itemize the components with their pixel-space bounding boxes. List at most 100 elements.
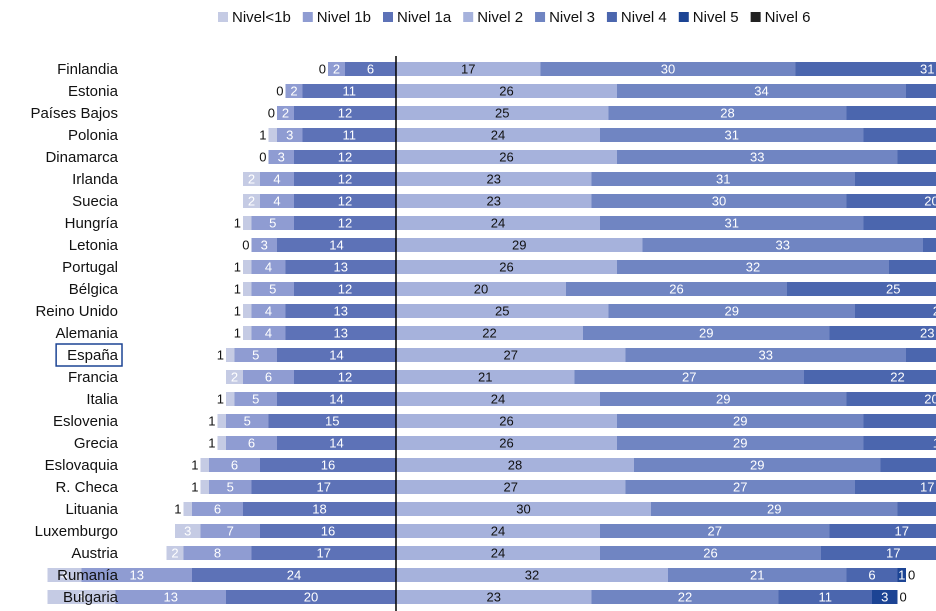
bar-segment-nivel-1a bbox=[294, 106, 396, 120]
bar-segment-nivel-1b bbox=[251, 238, 277, 252]
data-label-nivel-3: 26 bbox=[669, 282, 683, 297]
bar-segment-nivel-3 bbox=[625, 348, 906, 362]
bar-segment-nivel-lt-1b bbox=[243, 194, 260, 208]
bar-segment-nivel-3 bbox=[642, 238, 923, 252]
category-label: Alemania bbox=[55, 325, 118, 342]
bar-segment-nivel-3 bbox=[617, 436, 864, 450]
bar-segment-nivel-1a bbox=[302, 128, 396, 142]
bar-segment-nivel-3 bbox=[583, 326, 830, 340]
category-label: R. Checa bbox=[55, 479, 118, 496]
data-label-nivel-3: 29 bbox=[725, 304, 739, 319]
data-label-nivel-3: 33 bbox=[776, 238, 790, 253]
bar-segment-nivel-3 bbox=[617, 84, 906, 98]
data-label-nivel-2: 25 bbox=[495, 106, 509, 121]
bar-segment-nivel-1a bbox=[260, 524, 396, 538]
legend: Nivel<1b Nivel 1b Nivel 1a Nivel 2 Nivel 3 Ni… bbox=[218, 9, 811, 26]
bar-segment-nivel-4 bbox=[863, 216, 936, 230]
data-label-nivel-1a: 12 bbox=[338, 150, 352, 165]
legend-label-nivel-lt-1b: Nivel<1b bbox=[232, 9, 291, 26]
bar-segment-nivel-1b bbox=[251, 216, 294, 230]
category-label: Eslovaquia bbox=[45, 457, 119, 474]
data-label-nivel-1b: 5 bbox=[227, 480, 234, 495]
bar-segment-nivel-3 bbox=[651, 502, 898, 516]
data-label-nivel-lt-1b: 1 bbox=[234, 260, 241, 275]
category-label: Estonia bbox=[68, 83, 119, 100]
data-label-nivel-lt-1b: 8 bbox=[78, 590, 85, 605]
data-label-nivel-lt-1b: 1 bbox=[191, 480, 198, 495]
highlight-box bbox=[55, 343, 123, 367]
bar-segment-nivel-lt-1b bbox=[217, 414, 226, 428]
bar-segment-nivel-3 bbox=[608, 304, 855, 318]
bar-segment-nivel-2 bbox=[396, 194, 592, 208]
category-label: Rumanía bbox=[57, 567, 119, 584]
bar-segment-nivel-1a bbox=[345, 62, 396, 76]
bar-segment-nivel-1a bbox=[277, 436, 396, 450]
data-label-nivel-lt-1b: 0 bbox=[259, 150, 266, 165]
legend-label-nivel-5: Nivel 5 bbox=[693, 9, 739, 26]
data-label-nivel-1b: 2 bbox=[333, 62, 340, 77]
data-label-nivel-1b: 6 bbox=[214, 502, 221, 517]
data-label-nivel-2: 23 bbox=[487, 590, 501, 605]
data-label-nivel-lt-1b: 1 bbox=[234, 216, 241, 231]
bar-segment-nivel-3 bbox=[600, 546, 821, 560]
data-label-nivel-4: 22 bbox=[890, 370, 904, 385]
data-label-nivel-1a: 11 bbox=[343, 128, 357, 143]
bar-segment-nivel-2 bbox=[396, 216, 600, 230]
bar-segment-nivel-1b bbox=[268, 150, 294, 164]
data-label-nivel-2: 26 bbox=[499, 414, 513, 429]
legend-swatch-nivel-4 bbox=[606, 12, 617, 22]
data-label-nivel-lt-1b: 0 bbox=[268, 106, 275, 121]
bar-segment-nivel-3 bbox=[600, 128, 864, 142]
bar-segment-nivel-1a bbox=[226, 590, 396, 604]
bar-segment-nivel-lt-1b bbox=[47, 568, 82, 582]
bar-segment-nivel-2 bbox=[396, 348, 626, 362]
data-label-nivel-4: 17 bbox=[886, 546, 900, 561]
bar-segment-nivel-2 bbox=[396, 414, 617, 428]
data-label-nivel-4: 20 bbox=[933, 304, 936, 319]
legend-label-nivel-4: Nivel 4 bbox=[621, 9, 667, 26]
bar-segment-nivel-1a bbox=[294, 282, 396, 296]
legend-swatch-nivel-lt-1b bbox=[218, 12, 228, 22]
data-label-nivel-1a: 12 bbox=[338, 370, 352, 385]
data-label-nivel-6: 0 bbox=[908, 568, 915, 583]
legend-swatch-nivel-3 bbox=[535, 12, 546, 22]
data-label-nivel-4: 25 bbox=[886, 282, 900, 297]
data-label-nivel-1a: 13 bbox=[334, 260, 348, 275]
bar-segment-nivel-2 bbox=[396, 304, 609, 318]
data-label-nivel-1a: 16 bbox=[321, 524, 335, 539]
data-label-nivel-2: 21 bbox=[478, 370, 492, 385]
bar-segment-nivel-4 bbox=[863, 128, 936, 142]
bar-segment-nivel-3 bbox=[591, 172, 855, 186]
data-label-nivel-1b: 7 bbox=[227, 524, 234, 539]
bar-segment-nivel-1b bbox=[115, 590, 226, 604]
bar-segment-nivel-1a bbox=[294, 370, 396, 384]
bar-segment-nivel-2 bbox=[396, 172, 592, 186]
data-label-nivel-1a: 12 bbox=[338, 106, 352, 121]
category-label: Eslovenia bbox=[53, 413, 119, 430]
bar-segment-nivel-4 bbox=[923, 238, 936, 252]
data-label-nivel-4: 17 bbox=[895, 524, 909, 539]
data-label-nivel-1b: 2 bbox=[282, 106, 289, 121]
data-label-nivel-2: 29 bbox=[512, 238, 526, 253]
category-label: Bulgaria bbox=[63, 589, 119, 606]
bar-segment-nivel-lt-1b bbox=[200, 458, 209, 472]
data-label-nivel-1a: 13 bbox=[334, 326, 348, 341]
bar-segment-nivel-lt-1b bbox=[243, 216, 252, 230]
category-label: España bbox=[67, 347, 119, 364]
data-label-nivel-lt-1b: 2 bbox=[248, 194, 255, 209]
bar-segment-nivel-1a bbox=[268, 414, 396, 428]
data-label-nivel-4: 11 bbox=[819, 590, 833, 605]
bar-segment-nivel-3 bbox=[600, 524, 830, 538]
data-label-nivel-1a: 17 bbox=[317, 480, 331, 495]
data-label-nivel-5: 1 bbox=[898, 568, 905, 583]
data-label-nivel-lt-1b: 2 bbox=[231, 370, 238, 385]
bar-segment-nivel-1b bbox=[209, 458, 260, 472]
data-label-nivel-6: 0 bbox=[900, 590, 907, 605]
data-label-nivel-3: 31 bbox=[716, 172, 730, 187]
bar-segment-nivel-1b bbox=[243, 370, 294, 384]
bar-segment-nivel-lt-1b bbox=[243, 326, 252, 340]
bar-segment-nivel-1b bbox=[234, 392, 277, 406]
bar-segment-nivel-1b bbox=[251, 282, 294, 296]
data-label-nivel-3: 29 bbox=[716, 392, 730, 407]
data-label-nivel-lt-1b: 1 bbox=[234, 282, 241, 297]
